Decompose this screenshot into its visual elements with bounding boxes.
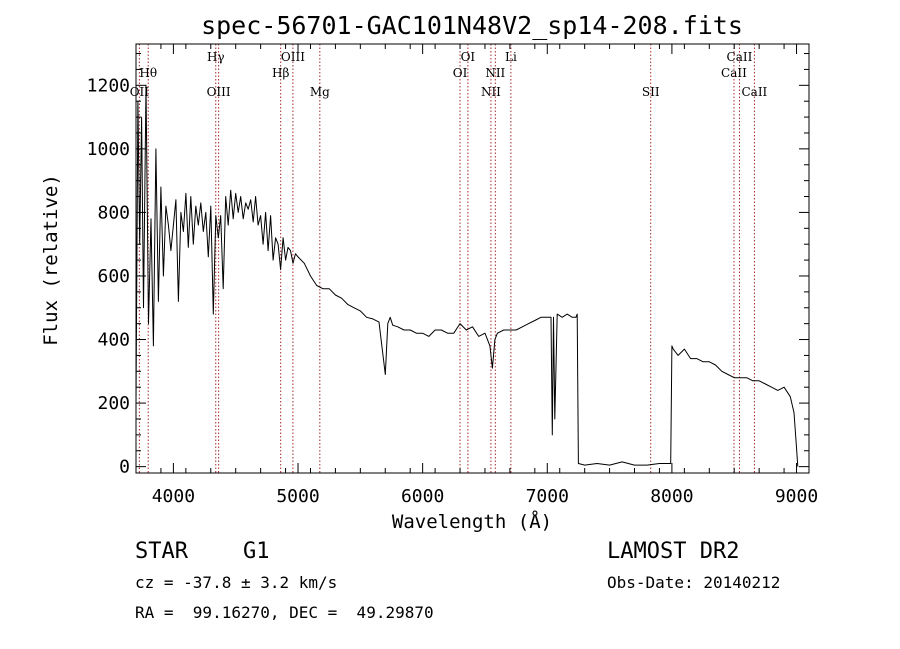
x-tick-label: 9000 (775, 486, 818, 507)
spectral-line-label: SII (642, 85, 660, 99)
spectral-line-label: NII (485, 66, 505, 80)
y-tick-label: 800 (97, 202, 130, 223)
x-tick-label: 7000 (526, 486, 569, 507)
y-tick-label: 200 (97, 393, 130, 414)
spectral-line-label: Mg (310, 85, 330, 99)
spectral-line-label: CaII (721, 66, 747, 80)
spectral-line-label: OII (130, 85, 150, 99)
spectral-line-label: Hθ (139, 66, 157, 80)
axis-ticks: 4000 5000 6000 7000 8000 9000 0 200 400 600 800 100… (87, 44, 818, 507)
survey-name: LAMOST DR2 (607, 539, 740, 564)
spectral-line-label: OI (453, 66, 468, 80)
spectral-line-label: OIII (207, 85, 231, 99)
observation-date: Obs-Date: 20140212 (607, 573, 781, 592)
spectral-line-label: CaII (741, 85, 767, 99)
spectrum-line (135, 84, 799, 467)
x-tick-label: 8000 (650, 486, 693, 507)
y-tick-label: 400 (97, 330, 130, 351)
plot-frame (135, 43, 810, 474)
object-subclass: G1 (243, 539, 270, 564)
x-tick-label: 4000 (152, 486, 195, 507)
y-tick-label: 0 (119, 457, 130, 478)
redshift-readout: cz = -37.8 ± 3.2 km/s (135, 573, 338, 592)
spectral-line-label: CaII (727, 50, 753, 64)
y-tick-label: 1000 (87, 139, 130, 160)
spectral-line-label: NII (481, 85, 501, 99)
x-axis-label: Wavelength (Å) (392, 510, 552, 533)
spectral-line-label: Hβ (272, 66, 289, 80)
x-tick-label: 5000 (276, 486, 319, 507)
spectral-line-label: Li (505, 50, 517, 64)
object-class: STAR (135, 539, 188, 564)
y-tick-label: 600 (97, 266, 130, 287)
spectral-line-label: OI (461, 50, 476, 64)
coordinates-readout: RA = 99.16270, DEC = 49.29870 (135, 603, 434, 622)
spectral-line-label: OIII (281, 50, 305, 64)
y-tick-label: 1200 (87, 75, 130, 96)
spectrum-series (135, 84, 799, 467)
y-axis-label: Flux (relative) (40, 174, 62, 346)
spectral-line-label: Hγ (207, 50, 225, 64)
spectral-line-markers (138, 44, 755, 473)
chart-title: spec-56701-GAC101N48V2_sp14-208.fits (201, 11, 743, 40)
x-tick-label: 6000 (401, 486, 444, 507)
